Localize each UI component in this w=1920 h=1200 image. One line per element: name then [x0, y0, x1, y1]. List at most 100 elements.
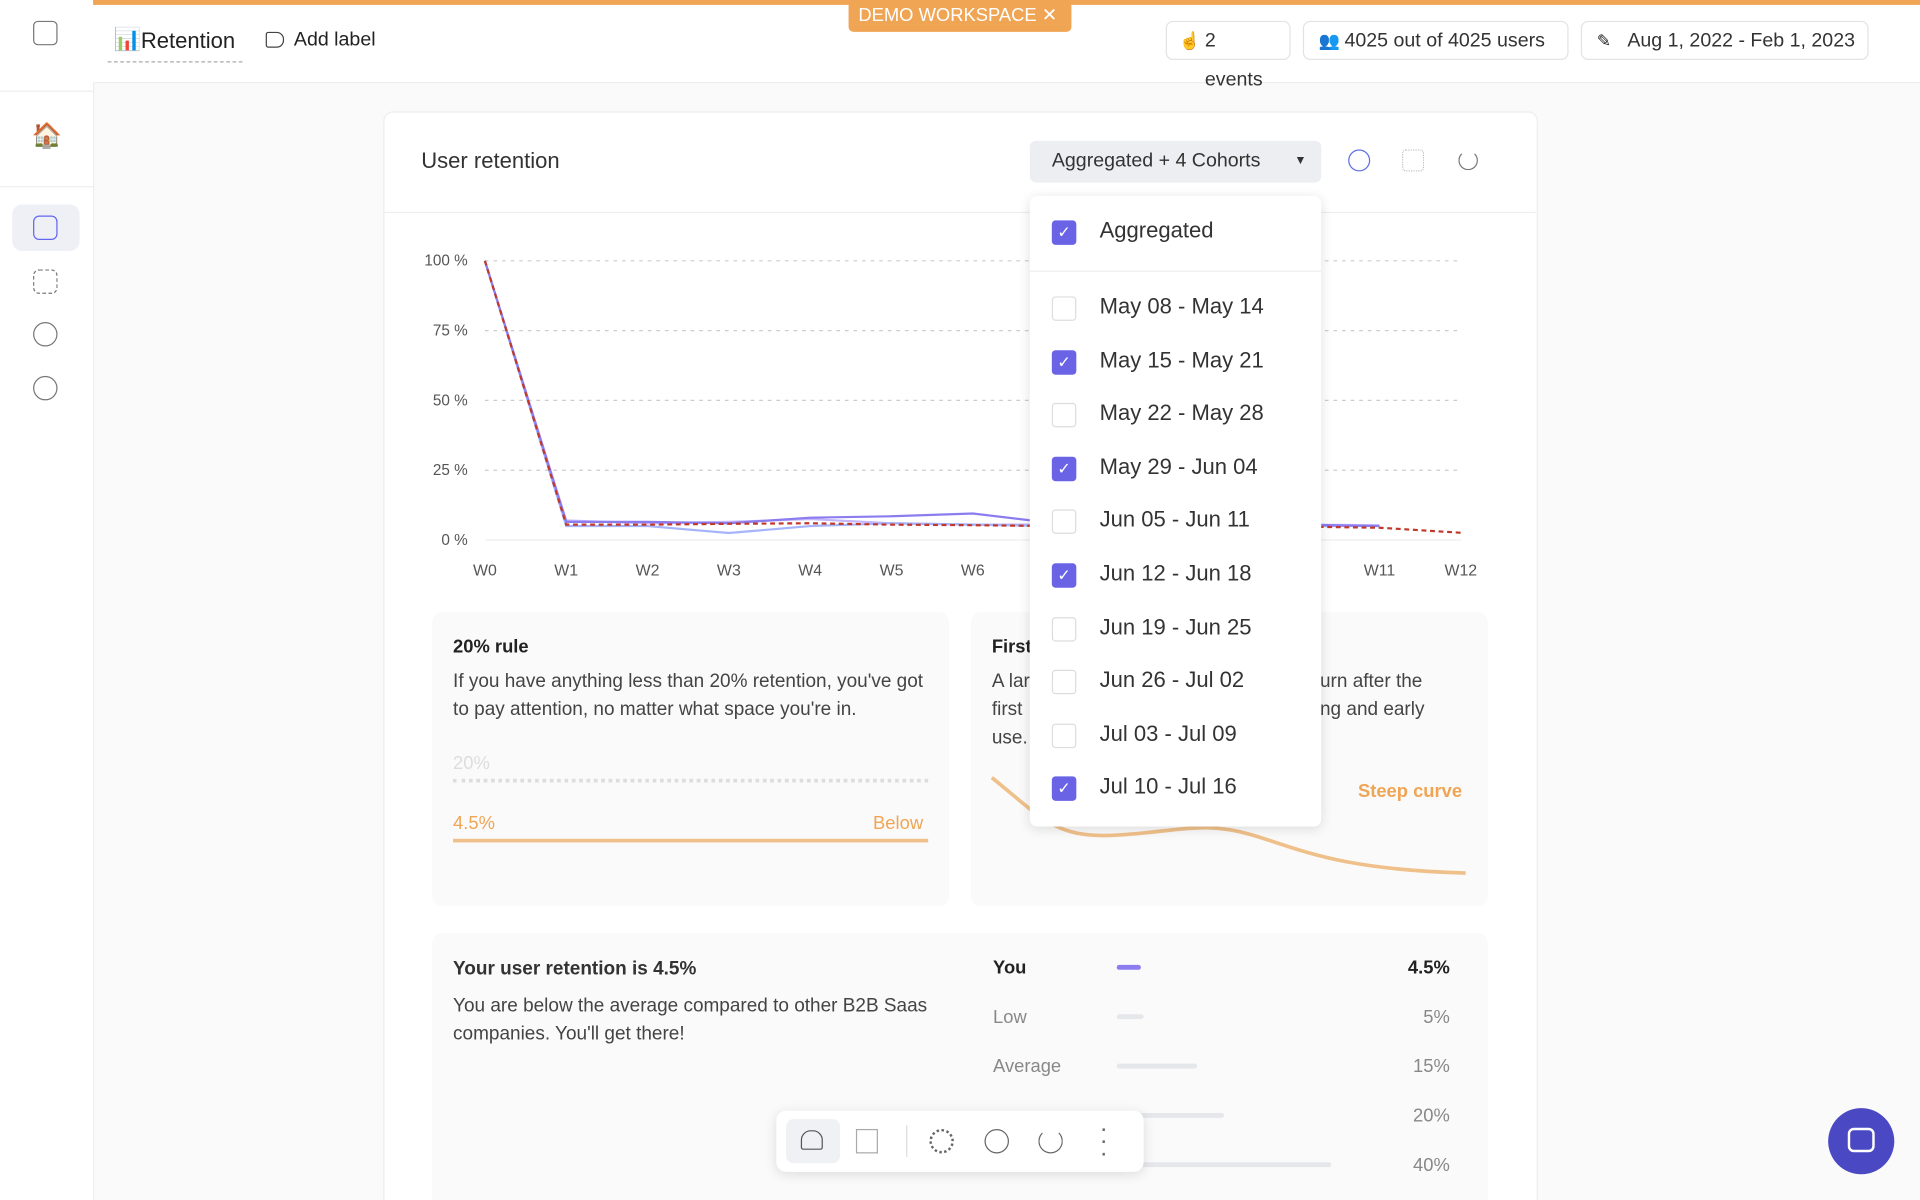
- x-tick-label: W2: [636, 563, 660, 580]
- rule-text: If you have anything less than 20% reten…: [453, 671, 924, 721]
- checkbox[interactable]: [1051, 670, 1077, 695]
- collapse-icon[interactable]: [33, 20, 58, 46]
- checkbox[interactable]: ✓: [1051, 220, 1077, 245]
- bench-label: You: [993, 956, 1026, 977]
- chat-button[interactable]: [1828, 1108, 1895, 1175]
- users-icon: 👥: [1318, 30, 1341, 51]
- bench-bar: [1116, 964, 1141, 970]
- x-tick-label: W12: [1444, 563, 1477, 580]
- cohort-label: Jun 12 - Jun 18: [1099, 560, 1252, 586]
- cohort-label: Jun 05 - Jun 11: [1099, 507, 1250, 532]
- benchmark-chart: You 4.5% Low 5% Average 15% 20% 40%: [993, 956, 1450, 1175]
- title-underline: [107, 61, 243, 63]
- cohort-label: Aggregated: [1099, 217, 1214, 243]
- nav-active[interactable]: [12, 204, 80, 252]
- cohort-label: Jun 26 - Jul 02: [1099, 667, 1245, 693]
- chat-icon: [1847, 1127, 1875, 1153]
- curve-verdict: Steep curve: [1357, 781, 1463, 803]
- checkbox[interactable]: [1051, 296, 1077, 321]
- divider: [0, 90, 94, 92]
- bench-bar: [1116, 1063, 1198, 1069]
- checkbox[interactable]: [1051, 616, 1077, 642]
- users-icon[interactable]: [33, 322, 58, 347]
- threshold-label: 20%: [453, 753, 490, 774]
- bench-value: 4.5%: [1408, 956, 1450, 977]
- rule-card: [432, 612, 949, 907]
- bench-label: Low: [993, 1006, 1027, 1027]
- checkbox[interactable]: [1051, 723, 1077, 748]
- value-line: [453, 838, 929, 843]
- curve-title: First: [991, 636, 1032, 658]
- y-tick-label: 50 %: [433, 392, 468, 409]
- share-button[interactable]: [984, 1128, 1009, 1154]
- y-tick-label: 0 %: [441, 532, 468, 549]
- cohort-menu: ✓ Aggregated May 08 - May 14 ✓ May 15 - May …: [1029, 195, 1322, 827]
- date-button[interactable]: Aug 1, 2022 - Feb 1, 2023: [1580, 20, 1869, 61]
- globe-icon[interactable]: [1348, 149, 1371, 172]
- cohort-select[interactable]: Aggregated + 4 Cohorts ▼: [1029, 140, 1322, 183]
- toolbar: · · ·: [776, 1110, 1144, 1172]
- checkbox[interactable]: ✓: [1051, 563, 1077, 588]
- retention-chart: 0 %25 %50 %75 %100 %W0W1W2W3W4W5W6W7W8W9…: [424, 253, 1477, 580]
- rule-title: 20% rule: [453, 636, 529, 658]
- curve-text: first: [991, 699, 1023, 721]
- divider: [1029, 270, 1322, 272]
- badge-text: DEMO WORKSPACE: [858, 4, 1037, 26]
- x-tick-label: W0: [473, 563, 497, 580]
- x-tick-label: W11: [1364, 563, 1396, 580]
- people-icon: [800, 1130, 823, 1150]
- label-icon: [265, 31, 285, 48]
- cohort-label: Jun 19 - Jun 25: [1099, 614, 1252, 639]
- cohort-label: May 15 - May 21: [1099, 347, 1264, 372]
- divider: [906, 1125, 908, 1158]
- x-tick-label: W4: [798, 563, 822, 580]
- cohorts-icon[interactable]: [33, 375, 58, 401]
- workspace-badge[interactable]: DEMO WORKSPACE ✕: [848, 0, 1072, 32]
- checkbox[interactable]: [1051, 403, 1077, 428]
- benchmark-title: Your user retention is 4.5%: [453, 958, 697, 980]
- x-tick-label: W5: [880, 563, 904, 580]
- benchmark-text: You are below the average compared to ot…: [453, 995, 928, 1045]
- cohort-label: May 29 - Jun 04: [1099, 454, 1258, 479]
- y-tick-label: 75 %: [433, 323, 468, 340]
- y-tick-label: 25 %: [433, 462, 468, 479]
- home-icon[interactable]: 🏠: [31, 122, 63, 150]
- checkbox[interactable]: ✓: [1051, 776, 1077, 802]
- bench-value: 40%: [1413, 1154, 1450, 1175]
- add-label[interactable]: Add label: [293, 29, 376, 51]
- cohort-label: May 08 - May 14: [1099, 293, 1264, 319]
- cohort-label: Jul 03 - Jul 09: [1099, 720, 1237, 746]
- card-title: User retention: [421, 148, 560, 173]
- edit-icon: ✎: [1596, 30, 1612, 51]
- refresh-button[interactable]: [1038, 1128, 1063, 1154]
- checkbox[interactable]: [1051, 509, 1077, 535]
- bench-value: 15%: [1413, 1055, 1450, 1076]
- bench-bar: [1116, 1162, 1332, 1168]
- bench-bar: [1116, 1112, 1225, 1118]
- curve-text: use.: [991, 727, 1028, 749]
- bench-bar: [1116, 1014, 1144, 1020]
- slack-icon[interactable]: [1402, 149, 1425, 172]
- bench-value: 5%: [1423, 1006, 1450, 1027]
- verdict-label: Below: [873, 813, 924, 834]
- events-icon: ☝: [1179, 30, 1201, 51]
- x-tick-label: W6: [961, 563, 985, 580]
- value-label: 4.5%: [453, 813, 495, 834]
- x-tick-label: W3: [717, 563, 741, 580]
- page-title[interactable]: Retention: [140, 28, 236, 53]
- more-button[interactable]: · · ·: [1099, 1115, 1108, 1167]
- y-tick-label: 100 %: [424, 253, 468, 270]
- checkbox[interactable]: ✓: [1051, 456, 1077, 481]
- refresh-icon[interactable]: [1458, 150, 1478, 171]
- checkbox[interactable]: ✓: [1051, 349, 1077, 375]
- company-button[interactable]: [855, 1128, 878, 1154]
- events-icon[interactable]: [33, 269, 58, 294]
- users-button[interactable]: 4025 out of 4025 users: [1302, 20, 1569, 61]
- select-text: Aggregated + 4 Cohorts: [1051, 150, 1261, 172]
- reports-icon[interactable]: [33, 215, 58, 241]
- curve-text: ng and early: [1320, 699, 1425, 721]
- settings-button[interactable]: [929, 1128, 954, 1154]
- events-button[interactable]: 2 events: [1165, 20, 1291, 91]
- x-tick-label: W1: [554, 563, 578, 580]
